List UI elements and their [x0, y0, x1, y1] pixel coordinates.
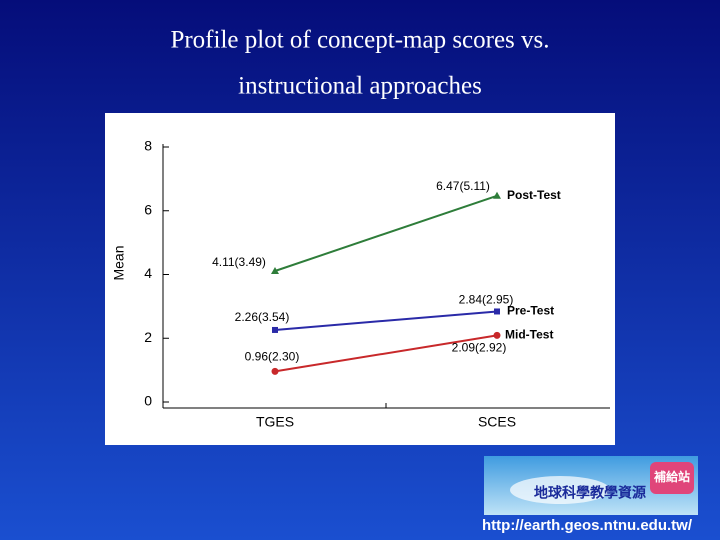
series-line	[274, 194, 498, 272]
title-line: Profile plot of concept-map scores vs.	[170, 27, 549, 54]
data-label: 2.26(3.54)	[235, 310, 290, 324]
legend-label: Pre-Test	[507, 304, 554, 318]
x-tick-label: SCES	[478, 414, 516, 430]
data-point	[493, 331, 501, 339]
data-label: 2.09(2.92)	[452, 341, 507, 355]
y-axis-label: Mean	[111, 245, 127, 280]
y-tick-label: 6	[144, 201, 152, 217]
y-tick-label: 2	[144, 329, 152, 345]
title-line: instructional approaches	[238, 73, 482, 100]
data-point	[272, 326, 278, 333]
logo-badge-bg	[650, 462, 694, 494]
series-line	[274, 334, 498, 373]
data-point	[271, 266, 279, 274]
y-tick-label: 8	[144, 138, 152, 154]
logo-cloud	[510, 476, 610, 504]
data-point	[271, 367, 279, 375]
logo-badge: 補給站	[653, 469, 690, 484]
data-label: 0.96(2.30)	[245, 350, 300, 364]
chart-panel	[105, 113, 615, 445]
legend-label: Post-Test	[507, 188, 561, 202]
data-point	[494, 308, 500, 315]
logo-url: http://earth.geos.ntnu.edu.tw/	[482, 517, 693, 534]
y-tick-label: 4	[144, 265, 152, 281]
plot: 0 2 4 6 8 TGES SCES 4.11(3.49) 6.47(5.11) Post-Te…	[144, 138, 610, 430]
y-tick-label: 0	[144, 393, 152, 409]
data-label: 6.47(5.11)	[436, 179, 490, 193]
logo-title: 地球科學教學資源	[534, 485, 646, 501]
data-label: 4.11(3.49)	[212, 255, 266, 269]
series-line	[274, 310, 498, 331]
data-point	[493, 191, 501, 199]
x-tick-label: TGES	[256, 414, 294, 430]
data-label: 2.84(2.95)	[459, 293, 514, 307]
legend-label: Mid-Test	[505, 328, 553, 342]
